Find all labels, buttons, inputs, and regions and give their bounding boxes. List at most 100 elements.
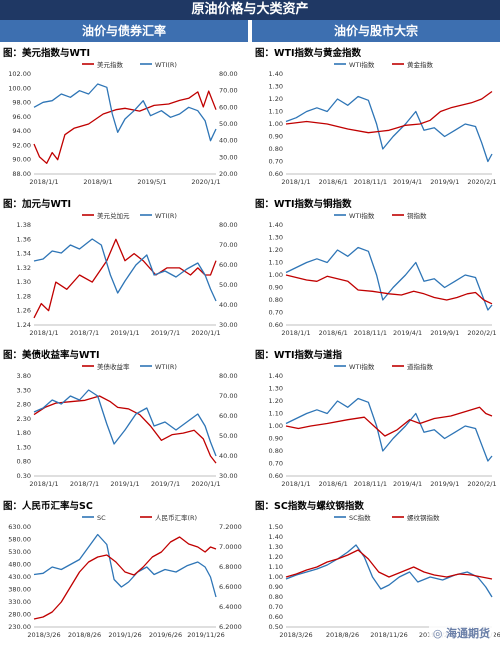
series-line [33, 395, 217, 464]
legend: WTI指数 铜指数 [334, 211, 427, 220]
watermark: ◎ 海通期货 [428, 624, 494, 642]
x-tick-label: 2018/11/1 [354, 480, 387, 488]
y2-tick-label: 40.00 [219, 137, 238, 145]
y-tick-label: 630.00 [8, 523, 31, 531]
y-tick-label: 0.70 [269, 309, 283, 317]
y-tick-label: 0.80 [17, 458, 31, 466]
legend-label: SC [97, 514, 106, 522]
y-tick-label: 1.00 [269, 271, 283, 279]
y-tick-label: 1.00 [269, 573, 283, 581]
y2-tick-label: 30.00 [219, 153, 238, 161]
y-tick-label: 1.38 [17, 221, 31, 229]
legend-label: 道指指数 [407, 362, 434, 371]
y-tick-label: 2.30 [17, 415, 31, 423]
y-tick-label: 230.00 [8, 623, 31, 631]
y2-tick-label: 70.00 [219, 87, 238, 95]
y-tick-label: 1.20 [269, 246, 283, 254]
x-tick-label: 2018/3/26 [279, 631, 312, 639]
series-line [33, 238, 217, 319]
series-line [285, 274, 493, 305]
x-tick-label: 2018/8/26 [68, 631, 101, 639]
y2-tick-label: 30.00 [219, 472, 238, 480]
y-tick-label: 380.00 [8, 586, 31, 594]
x-tick-label: 2018/6/1 [319, 178, 348, 186]
y-tick-label: 1.10 [269, 563, 283, 571]
y-tick-label: 1.10 [269, 259, 283, 267]
y-tick-label: 280.00 [8, 611, 31, 619]
y-tick-label: 0.90 [269, 133, 283, 141]
legend-label: WTI(R) [155, 212, 177, 220]
left-column-header: 油价与债券汇率 [0, 20, 248, 42]
y-tick-label: 1.30 [269, 83, 283, 91]
x-tick-label: 2019/1/26 [108, 631, 141, 639]
y2-tick-label: 80.00 [219, 70, 238, 78]
y2-tick-label: 50.00 [219, 120, 238, 128]
x-tick-label: 2019/1/1 [110, 480, 139, 488]
y-tick-label: 1.20 [269, 397, 283, 405]
y-tick-label: 100.00 [8, 84, 31, 92]
y-tick-label: 0.60 [269, 170, 283, 178]
y-tick-label: 0.30 [17, 472, 31, 480]
chart-svg: WTI指数 道指指数 1.40 1.30 1.20 1.10 1.00 0.90 0.80 0.7… [269, 362, 497, 488]
legend: SC 人民币汇率(R) [82, 513, 197, 522]
legend-label: WTI(R) [155, 61, 177, 69]
y-tick-label: 1.34 [17, 250, 31, 258]
y2-tick-label: 40.00 [219, 301, 238, 309]
y-tick-label: 0.80 [269, 593, 283, 601]
y-tick-label: 1.36 [17, 235, 31, 243]
x-tick-label: 2018/1/1 [281, 329, 310, 337]
y-tick-label: 1.50 [269, 523, 283, 531]
y2-tick-label: 70.00 [219, 241, 238, 249]
y-tick-label: 0.60 [269, 472, 283, 480]
x-tick-label: 2018/6/1 [319, 480, 348, 488]
x-tick-label: 2018/1/1 [281, 178, 310, 186]
y2-tick-label: 60.00 [219, 412, 238, 420]
y2-tick-label: 80.00 [219, 221, 238, 229]
y-tick-label: 1.20 [269, 553, 283, 561]
y2-tick-label: 40.00 [219, 452, 238, 460]
legend: 美元指数 WTI(R) [82, 60, 177, 69]
series-line [33, 83, 217, 142]
y-tick-label: 1.28 [17, 292, 31, 300]
series-line [33, 536, 217, 620]
legend-label: WTI指数 [349, 211, 375, 220]
x-tick-label: 2019/11/26 [187, 631, 224, 639]
legend: SC指数 螺纹钢指数 [334, 513, 440, 522]
y2-tick-label: 30.00 [219, 321, 238, 329]
y-tick-label: 330.00 [8, 598, 31, 606]
legend-label: 人民币汇率(R) [155, 513, 197, 522]
series-line [285, 406, 493, 437]
legend: 美元兑加元 WTI(R) [82, 211, 177, 220]
chart-svg: 美元兑加元 WTI(R) 1.38 1.36 1.34 1.32 1.30 1.28 1.26 1… [17, 211, 238, 337]
y-tick-label: 530.00 [8, 548, 31, 556]
x-tick-label: 2018/1/1 [29, 329, 58, 337]
legend-label: 美元指数 [97, 60, 124, 69]
y2-tick-label: 6.2000 [219, 623, 242, 631]
y-tick-label: 1.26 [17, 307, 31, 315]
y-tick-label: 0.90 [269, 583, 283, 591]
chart-title: 图：人民币汇率与SC [3, 501, 93, 512]
y-tick-label: 430.00 [8, 573, 31, 581]
y-tick-label: 0.90 [269, 284, 283, 292]
chart-svg: SC 人民币汇率(R) 630.00 580.00 530.00 480.00 430.00… [8, 513, 242, 639]
column-divider [248, 20, 252, 646]
y-tick-label: 1.40 [269, 70, 283, 78]
series-line [285, 397, 493, 462]
y2-tick-label: 60.00 [219, 261, 238, 269]
y-tick-label: 0.70 [269, 158, 283, 166]
y2-tick-label: 20.00 [219, 170, 238, 178]
y2-tick-label: 50.00 [219, 432, 238, 440]
y-tick-label: 94.00 [12, 127, 31, 135]
series-line [33, 238, 217, 302]
x-tick-label: 2018/1/1 [29, 178, 58, 186]
chart-title: 图：WTI指数与道指 [255, 350, 342, 361]
x-tick-label: 2019/9/1 [430, 178, 459, 186]
series-line [33, 389, 217, 457]
y2-tick-label: 6.6000 [219, 583, 242, 591]
x-tick-label: 2019/9/1 [430, 329, 459, 337]
y-tick-label: 1.20 [269, 95, 283, 103]
legend: WTI指数 黄金指数 [334, 60, 434, 69]
series-line [285, 246, 493, 311]
chart-panel-4: 图：WTI指数与铜指数 WTI指数 铜指数 1.40 1.30 1.20 1.10 1.00 0… [252, 193, 500, 344]
x-tick-label: 2018/9/1 [83, 178, 112, 186]
